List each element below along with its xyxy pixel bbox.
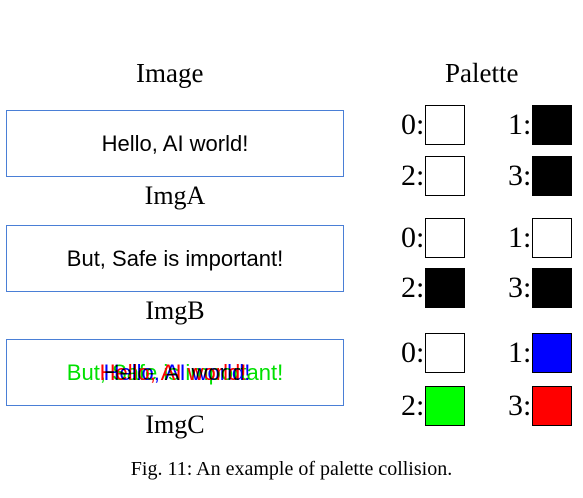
palette-b-swatch-1 [532, 218, 573, 258]
palette-b-entry-1: 1: [493, 217, 573, 259]
palette-a-entry-2: 2: [386, 155, 466, 197]
palette-a-swatch-2 [425, 156, 466, 196]
palette-a-entry-3: 3: [493, 155, 573, 197]
image-a-text: Hello, AI world! [101, 130, 249, 156]
palette-c-entry-1: 1: [493, 332, 573, 374]
palette-a-swatch-3 [532, 156, 573, 196]
image-label-a: ImgA [144, 181, 206, 210]
palette-b-entry-0: 0: [386, 217, 466, 259]
palette-c-swatch-0 [425, 333, 466, 373]
palette-c-swatch-1 [532, 333, 573, 373]
palette-a-entry-0: 0: [386, 104, 466, 146]
palette-c-entry-0: 0: [386, 332, 466, 374]
image-c-text-red: Hello, AI world! [99, 359, 247, 385]
palette-c-entry-2: 2: [386, 385, 466, 427]
palette-b-entry-2: 2: [386, 267, 466, 309]
image-c-text-green: But, Safe is important! [66, 359, 284, 385]
image-b-text: But, Safe is important! [66, 245, 284, 271]
figure-caption: Fig. 11: An example of palette collision… [130, 458, 453, 480]
palette-b-swatch-3 [532, 268, 573, 308]
image-column-heading: Image [136, 58, 204, 88]
palette-c-swatch-2 [425, 386, 466, 426]
palette-b-swatch-0 [425, 218, 466, 258]
palette-a-entry-1: 1: [493, 104, 573, 146]
palette-c-swatch-3 [532, 386, 573, 426]
image-c-text-blue: Hello, AI world! [103, 359, 251, 385]
palette-a-swatch-0 [425, 105, 466, 145]
palette-c-entry-3: 3: [493, 385, 573, 427]
image-label-c: ImgC [145, 410, 205, 439]
image-box-b: But, Safe is important! [6, 225, 344, 292]
image-box-a: Hello, AI world! [6, 110, 344, 177]
palette-b-swatch-2 [425, 268, 466, 308]
image-box-c: But, Safe is important! Hello, AI world!… [6, 339, 344, 406]
palette-column-heading: Palette [445, 58, 519, 88]
image-label-b: ImgB [145, 296, 205, 325]
palette-a-swatch-1 [532, 105, 573, 145]
palette-b-entry-3: 3: [493, 267, 573, 309]
